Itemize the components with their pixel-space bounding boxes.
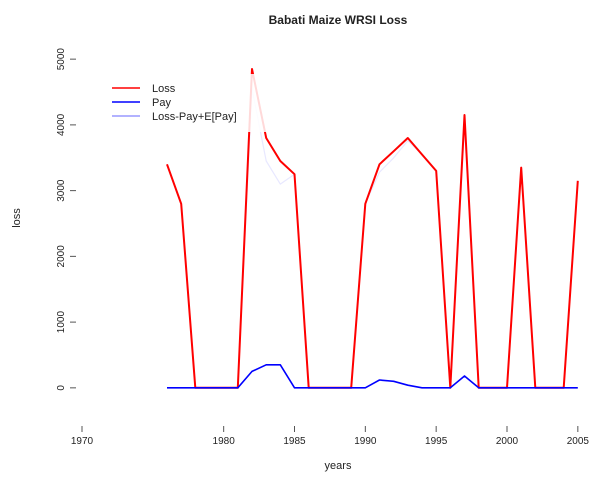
y-axis-label: loss (11, 208, 23, 228)
y-axis: 0 1000 2000 3000 4000 5000 (56, 48, 76, 391)
y-tick-label: 4000 (56, 113, 67, 136)
x-tick-label: 1995 (425, 436, 448, 447)
legend-box (102, 74, 292, 132)
y-tick-label: 5000 (56, 48, 67, 71)
x-axis: 1970 1980 1985 1990 1995 2000 2005 (71, 426, 590, 447)
x-tick-label: 2000 (496, 436, 519, 447)
y-tick-label: 3000 (56, 179, 67, 202)
y-tick-label: 0 (56, 385, 67, 391)
series-line-pay (167, 363, 578, 389)
legend-label: Loss (152, 83, 176, 95)
plot-area (166, 68, 579, 389)
x-tick-label: 1970 (71, 436, 94, 447)
x-tick-label: 1985 (283, 436, 306, 447)
x-tick-label: 1990 (354, 436, 377, 447)
y-tick-label: 1000 (56, 311, 67, 334)
x-tick-label: 2005 (567, 436, 590, 447)
legend-label: Pay (152, 97, 171, 109)
legend-label: Loss-Pay+E[Pay] (152, 111, 237, 123)
y-tick-label: 2000 (56, 245, 67, 268)
legend: Loss Pay Loss-Pay+E[Pay] (102, 74, 292, 132)
chart-title: Babati Maize WRSI Loss (269, 13, 408, 27)
x-axis-label: years (325, 460, 352, 472)
x-tick-label: 1980 (213, 436, 236, 447)
